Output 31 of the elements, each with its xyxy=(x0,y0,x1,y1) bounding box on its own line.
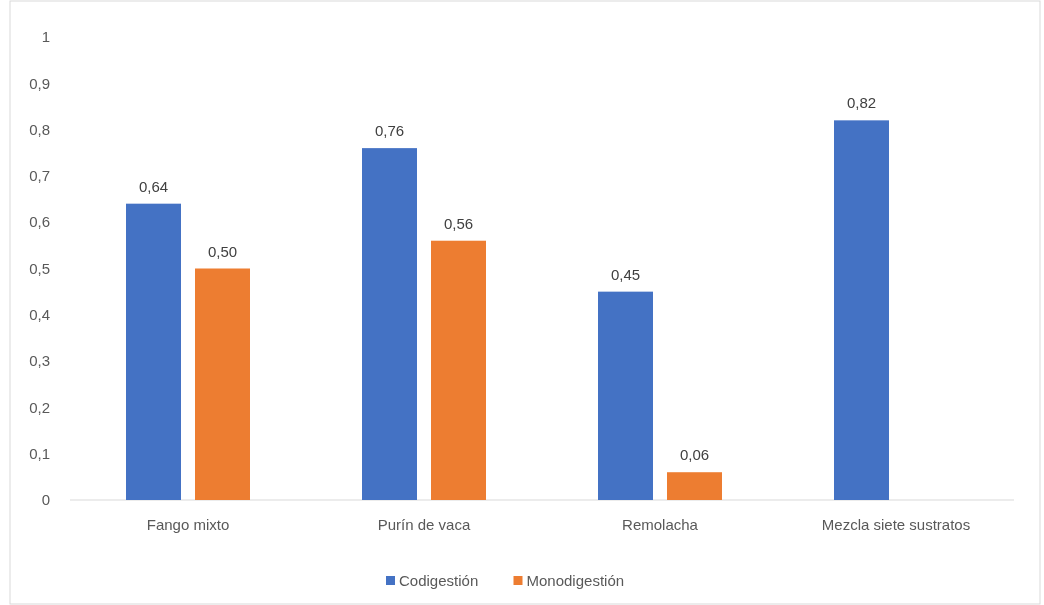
y-tick-label: 0,8 xyxy=(29,120,50,138)
bar xyxy=(195,268,250,500)
y-tick-label: 0,5 xyxy=(29,259,50,277)
bar xyxy=(362,148,417,500)
legend-label: Monodigestión xyxy=(526,572,625,590)
data-label: 0,64 xyxy=(138,177,169,195)
y-tick-label: 0,1 xyxy=(29,444,50,462)
data-label: 0,06 xyxy=(679,446,710,464)
data-label: 0,76 xyxy=(374,122,405,140)
y-tick-label: 0,6 xyxy=(29,213,50,231)
y-tick-label: 0,2 xyxy=(29,398,50,416)
bar xyxy=(667,472,722,500)
legend-label: Codigestión xyxy=(399,572,479,590)
y-tick-label: 0,7 xyxy=(29,167,50,185)
data-label: 0,45 xyxy=(610,265,641,283)
data-label: 0,82 xyxy=(846,94,877,112)
y-tick-label: 0,9 xyxy=(29,74,50,92)
bar xyxy=(126,203,181,500)
x-tick-label: Remolacha xyxy=(622,516,699,533)
y-tick-label: 0,3 xyxy=(29,352,50,370)
x-tick-label: Purín de vaca xyxy=(377,516,471,533)
data-label: 0,50 xyxy=(207,242,238,260)
y-tick-label: 0,4 xyxy=(29,306,50,324)
bar xyxy=(598,291,653,500)
y-tick-label: 1 xyxy=(41,28,50,46)
bar xyxy=(431,240,486,500)
y-tick-label: 0 xyxy=(41,491,50,509)
bar xyxy=(834,120,889,500)
x-tick-label: Mezcla siete sustratos xyxy=(821,516,971,533)
data-label: 0,56 xyxy=(443,214,474,232)
x-tick-label: Fango mixto xyxy=(146,516,230,533)
